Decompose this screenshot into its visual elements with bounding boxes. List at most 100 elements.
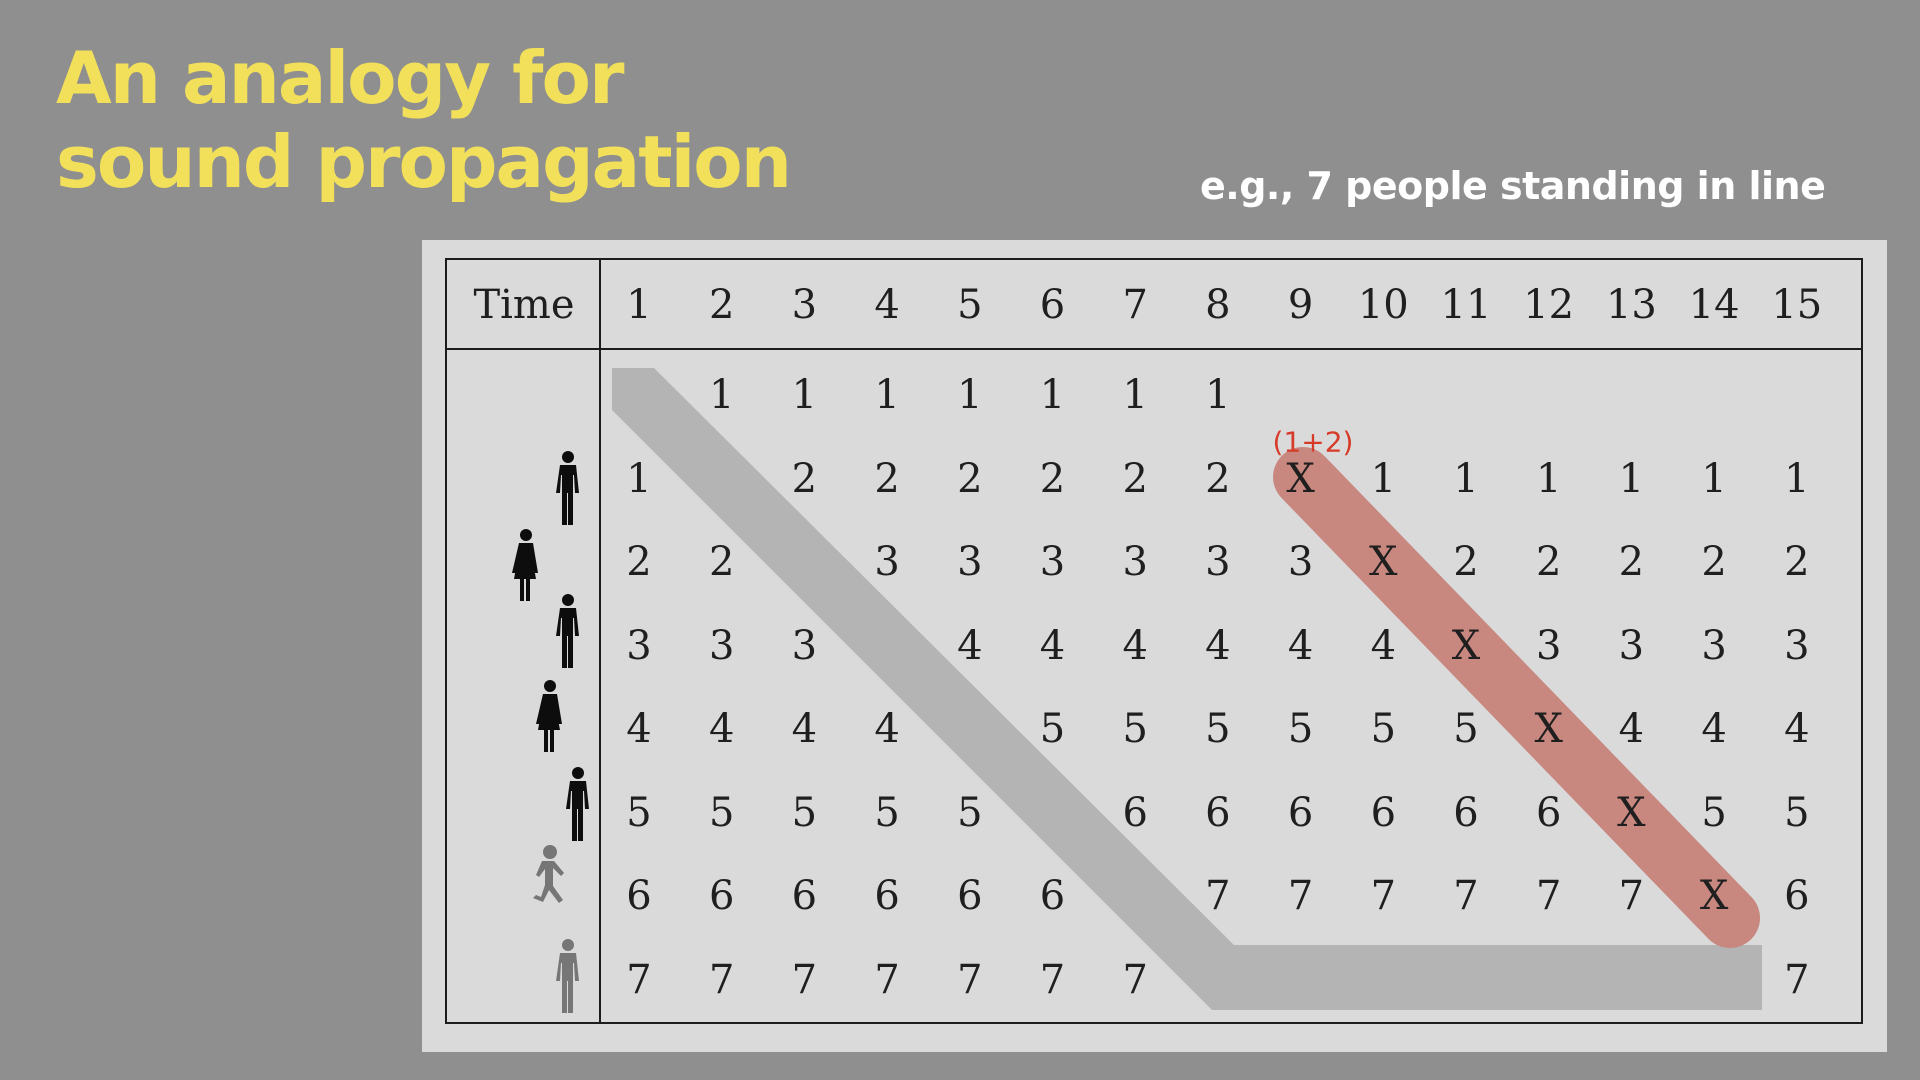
table-cell: 5 (957, 789, 983, 836)
collision-cell: X (1699, 873, 1729, 919)
table-cell: 1 (1535, 455, 1562, 502)
table-cell: 2 (708, 539, 735, 585)
table-cell: 2 (1784, 539, 1810, 585)
collision-cell: X (1451, 622, 1481, 669)
table-cell: 3 (1287, 539, 1314, 585)
table-cell: 7 (791, 956, 818, 1003)
table-cell: 7 (1618, 873, 1645, 919)
table-cell: 5 (1784, 789, 1810, 836)
table-cell: 1 (874, 372, 900, 418)
table-cell: 7 (708, 956, 735, 1003)
table-cell: 2 (791, 455, 818, 502)
table-cell: 2 (1039, 455, 1066, 502)
table-cell: 3 (1535, 622, 1562, 669)
time-header-11: 11 (1440, 282, 1492, 328)
label-column-divider (599, 258, 601, 1024)
table-cell: 4 (1122, 622, 1148, 669)
table-cell: 3 (874, 539, 900, 585)
table-cell: 3 (1618, 622, 1645, 669)
time-header-6: 6 (1039, 282, 1066, 328)
time-header-9: 9 (1287, 282, 1314, 328)
time-header-5: 5 (957, 282, 983, 328)
table-cell: 4 (1039, 622, 1066, 669)
table-cell: 5 (1205, 706, 1231, 752)
running-boy-icon (533, 845, 564, 903)
collision-cell: X (1369, 539, 1398, 585)
table-cell: 2 (1122, 455, 1148, 502)
table-cell: 4 (874, 706, 900, 752)
table-cell: 7 (1535, 873, 1562, 919)
table-cell: 4 (1701, 706, 1727, 752)
time-header-4: 4 (874, 282, 900, 328)
table-cell: 4 (957, 622, 983, 669)
table-cell: 4 (708, 706, 735, 752)
table-cell: 2 (626, 539, 652, 585)
table-cell: 5 (626, 789, 652, 836)
table-cell: 4 (626, 706, 652, 752)
title-line-2: sound propagation (56, 120, 792, 204)
table-cell: 5 (1287, 706, 1314, 752)
collision-cell: X (1534, 706, 1563, 752)
collision-band (1273, 447, 1760, 948)
table-cell: 6 (1370, 789, 1397, 836)
table-cell: 3 (1122, 539, 1148, 585)
standing-man-icon (556, 594, 579, 668)
time-header-7: 7 (1122, 282, 1148, 328)
table-cell: 6 (1535, 789, 1562, 836)
title-line-1: An analogy for (56, 36, 624, 120)
table-cell: 1 (1453, 455, 1479, 502)
table-cell: 1 (1370, 455, 1397, 502)
standing-man-icon (556, 451, 579, 525)
gap-propagation-band (612, 368, 1762, 1010)
table-cell: 7 (1453, 873, 1479, 919)
table-cell: 7 (957, 956, 983, 1003)
time-header-label: Time (473, 282, 575, 328)
table-cell: 1 (1701, 455, 1727, 502)
table-cell: 1 (1122, 372, 1148, 418)
standing-man-icon (566, 767, 589, 841)
table-cell: 7 (1370, 873, 1397, 919)
table-cell: 6 (874, 873, 900, 919)
time-header-3: 3 (791, 282, 818, 328)
table-cell: 1 (626, 455, 652, 502)
table-cell: 1 (957, 372, 983, 418)
table-cell: 2 (1701, 539, 1727, 585)
table-cell: 4 (1618, 706, 1645, 752)
time-header-10: 10 (1357, 282, 1409, 328)
time-header-12: 12 (1523, 282, 1575, 328)
table-cell: 7 (1122, 956, 1148, 1003)
table-cell: 1 (1618, 455, 1645, 502)
table-cell: 3 (1784, 622, 1810, 669)
table-cell: 5 (1122, 706, 1148, 752)
table-cell: 7 (1784, 956, 1810, 1003)
standing-woman-icon (512, 529, 538, 601)
table-cell: 6 (708, 873, 735, 919)
table-cell: 2 (1535, 539, 1562, 585)
table-cell: 2 (1453, 539, 1479, 585)
table-cell: 6 (1122, 789, 1148, 836)
table-cell: 1 (1039, 372, 1066, 418)
slide-title: An analogy for sound propagation (56, 36, 792, 204)
header-divider (445, 348, 1863, 350)
table-cell: 3 (1039, 539, 1066, 585)
table-frame (445, 258, 1863, 1024)
table-cell: 5 (874, 789, 900, 836)
table-cell: 7 (1205, 873, 1231, 919)
table-cell: 6 (791, 873, 818, 919)
collision-cell: X (1286, 455, 1315, 502)
time-header-1: 1 (626, 282, 652, 328)
table-cell: 4 (1370, 622, 1397, 669)
table-cell: 7 (874, 956, 900, 1003)
table-cell: 6 (1287, 789, 1314, 836)
table-cell: 5 (791, 789, 818, 836)
table-cell: 5 (1039, 706, 1066, 752)
table-cell: 3 (791, 622, 818, 669)
slide-subtitle: e.g., 7 people standing in line (1200, 164, 1826, 208)
table-cell: 6 (957, 873, 983, 919)
collision-cell: X (1617, 789, 1646, 836)
time-header-2: 2 (708, 282, 735, 328)
table-cell: 3 (957, 539, 983, 585)
time-header-13: 13 (1605, 282, 1657, 328)
table-cell: 1 (1205, 372, 1231, 418)
time-header-14: 14 (1688, 282, 1740, 328)
